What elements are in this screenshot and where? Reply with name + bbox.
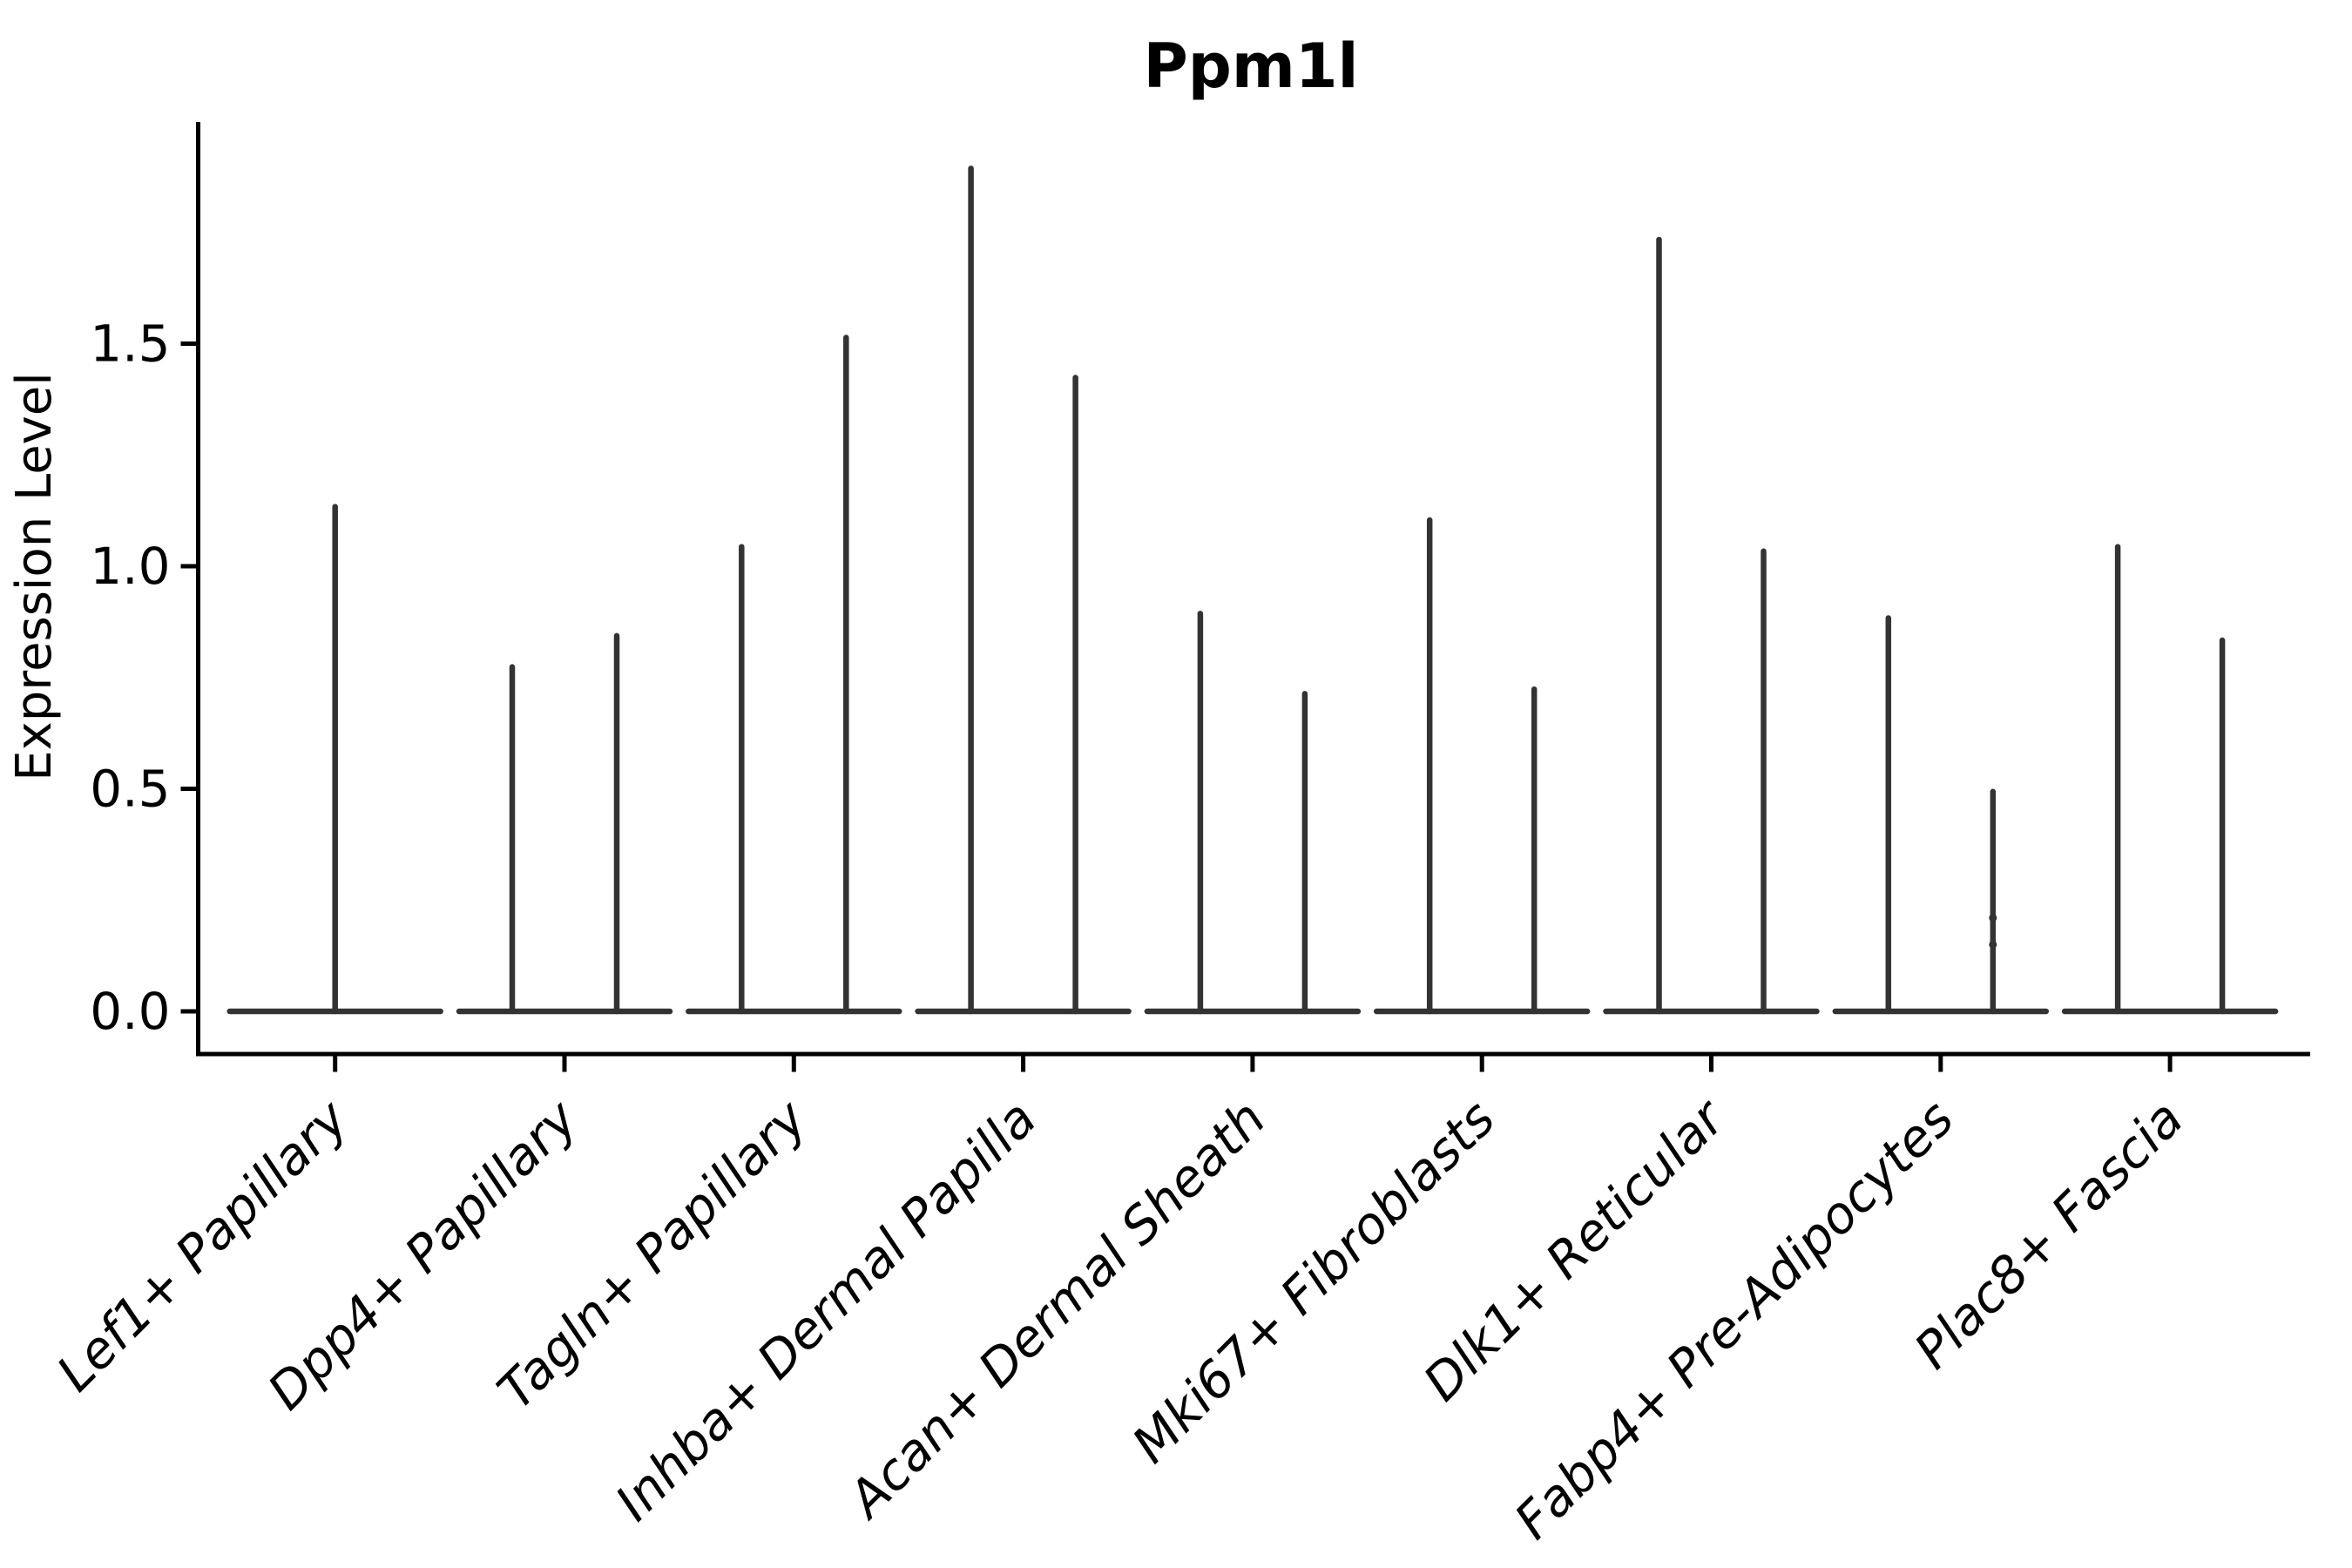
y-axis-label: Expression Level: [6, 372, 63, 781]
axes: [196, 122, 2310, 1057]
jitter-dot: [1989, 940, 1997, 949]
x-tick-label: Fabp4+ Pre-Adipocytes: [1504, 1089, 1965, 1551]
violin-5: [1144, 611, 1362, 1015]
y-tick-label: 1.5: [90, 314, 170, 374]
violin-3: [686, 335, 902, 1015]
y-tick-label: 1.0: [90, 537, 170, 596]
chart-title: Ppm1l: [1143, 30, 1358, 102]
jitter-dot: [1989, 914, 1997, 923]
x-tick-label: Acan+ Dermal Sheath: [835, 1089, 1277, 1531]
violin-9: [2061, 544, 2279, 1015]
violin-7: [1603, 236, 1820, 1015]
y-tick-label: 0.0: [90, 982, 170, 1041]
violin-1: [226, 504, 443, 1015]
violin-8: [1832, 615, 2050, 1015]
violin-6: [1373, 517, 1591, 1015]
violin-4: [915, 166, 1132, 1015]
violin-2: [456, 632, 673, 1015]
y-tick-label: 0.5: [90, 760, 170, 819]
y-axis-ticks: 0.0 0.5 1.0 1.5: [90, 314, 199, 1041]
x-tick-label: Inhba+ Dermal Papilla: [604, 1089, 1047, 1532]
violins-layer: [226, 166, 2279, 1015]
